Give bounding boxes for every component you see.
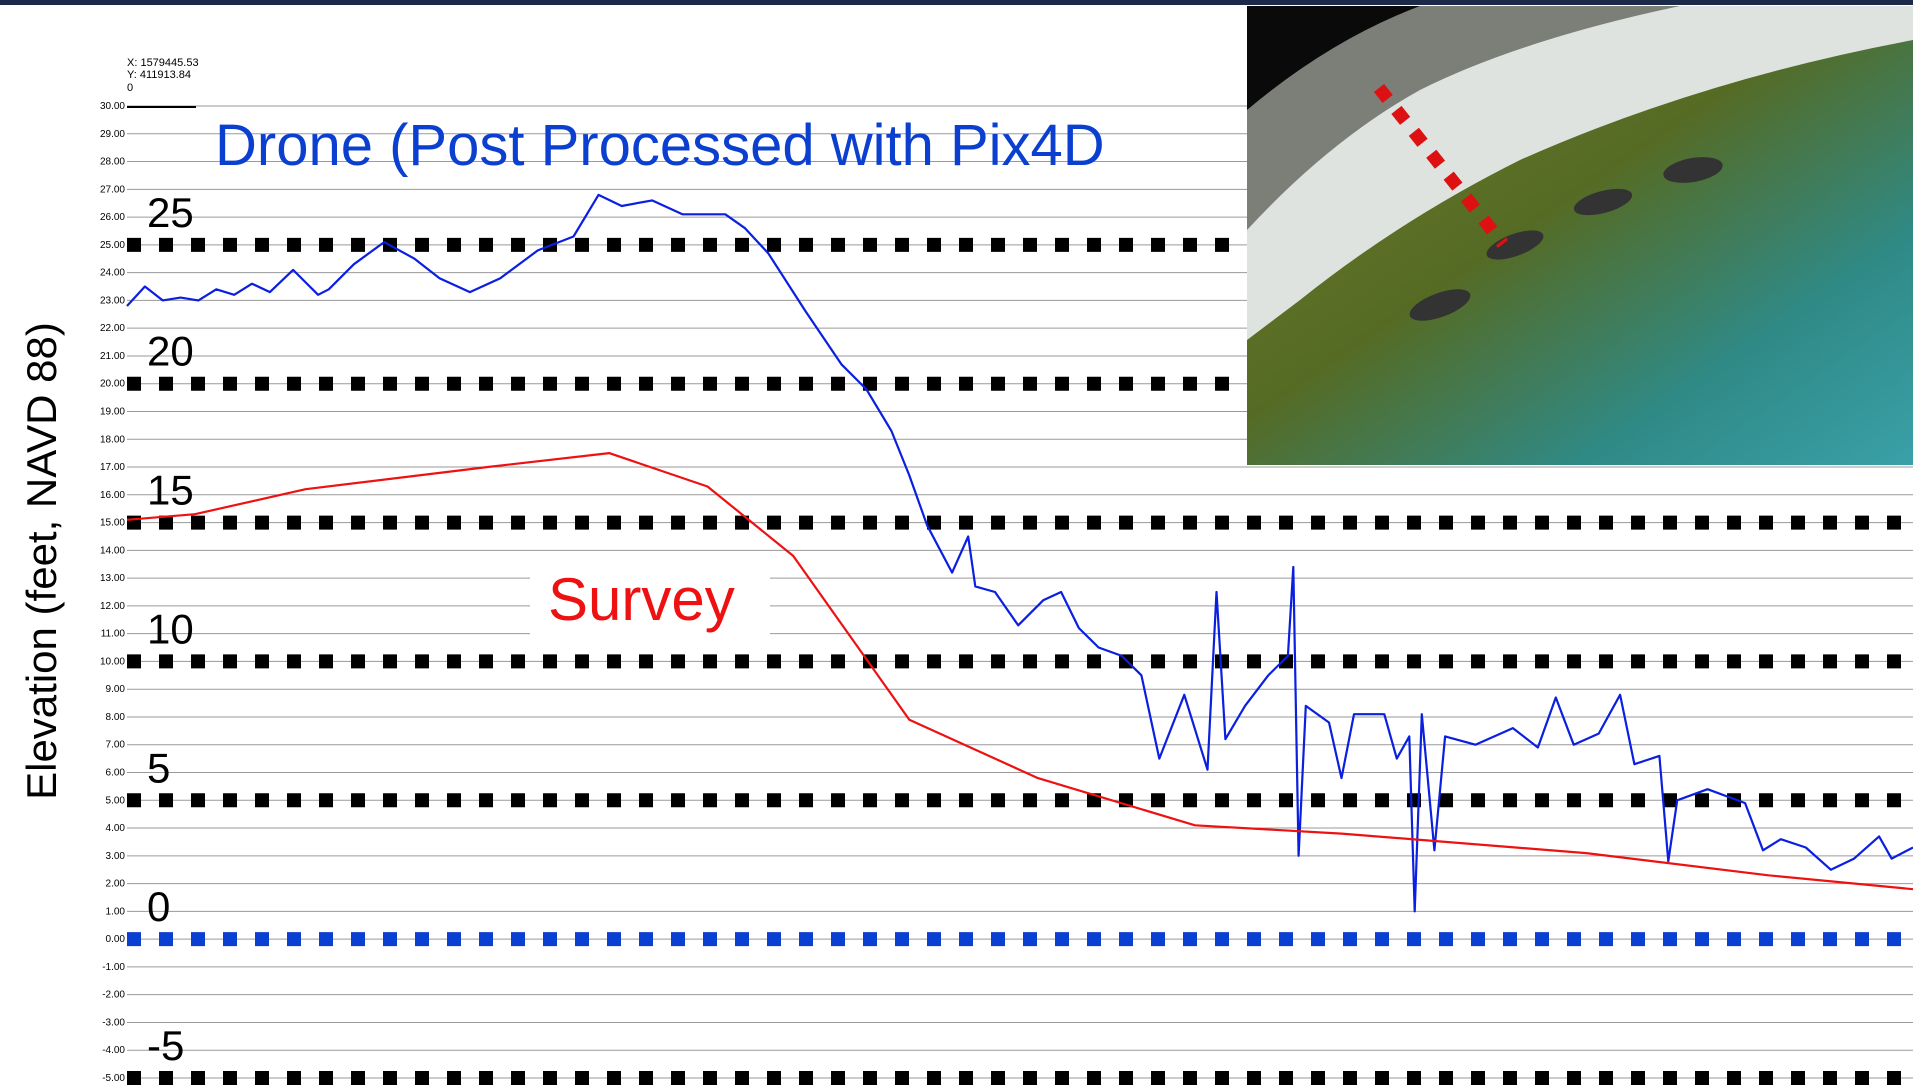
y-tick-label: 15.00: [100, 518, 125, 529]
y-tick-label: 20.00: [100, 379, 125, 390]
y-tick-label: 6.00: [106, 768, 126, 779]
y-tick-label: 23.00: [100, 295, 125, 306]
y-tick-label: 25.00: [100, 240, 125, 251]
y-tick-label: 24.00: [100, 268, 125, 279]
y-tick-label: -1.00: [102, 962, 125, 973]
y-tick-label: 13.00: [100, 573, 125, 584]
y-axis-label: Elevation (feet, NAVD 88): [18, 322, 65, 800]
aerial-photo: [1247, 6, 1913, 465]
major-tick-label: 0: [147, 883, 170, 930]
y-tick-label: 8.00: [106, 712, 126, 723]
y-tick-label: 0.00: [106, 934, 126, 945]
y-tick-label: 1.00: [106, 906, 126, 917]
y-tick-label: 21.00: [100, 351, 125, 362]
y-tick-label: 2.00: [106, 879, 126, 890]
y-tick-label: 4.00: [106, 823, 126, 834]
y-tick-label: 9.00: [106, 684, 126, 695]
y-tick-label: 18.00: [100, 434, 125, 445]
major-tick-label: 10: [147, 605, 194, 652]
cursor-z: 0: [127, 82, 133, 94]
y-tick-label: 26.00: [100, 212, 125, 223]
major-tick-label: 20: [147, 328, 194, 375]
y-tick-label: -3.00: [102, 1017, 125, 1028]
y-tick-label: 12.00: [100, 601, 125, 612]
y-tick-label: 22.00: [100, 323, 125, 334]
y-tick-label: 28.00: [100, 157, 125, 168]
y-tick-label: 11.00: [101, 629, 126, 640]
major-tick-label: 5: [147, 744, 170, 791]
y-tick-label: 14.00: [100, 545, 125, 556]
y-tick-label: 19.00: [100, 406, 125, 417]
y-tick-label: 29.00: [100, 129, 125, 140]
y-tick-label: 16.00: [100, 490, 125, 501]
top-bar: [0, 0, 1913, 5]
drone-label: Drone (Post Processed with Pix4D: [215, 113, 1105, 178]
major-tick-label: -5: [147, 1022, 184, 1069]
y-tick-label: 7.00: [106, 740, 126, 751]
cursor-x: X: 1579445.53: [127, 57, 199, 69]
page: {"chart_data": { "type": "line", "y_labe…: [0, 0, 1913, 1090]
y-tick-label: 5.00: [106, 795, 126, 806]
cursor-y: Y: 411913.84: [127, 69, 191, 81]
y-tick-label: 3.00: [106, 851, 126, 862]
y-tick-label: 27.00: [100, 184, 125, 195]
major-tick-label: 15: [147, 467, 194, 514]
chart: 30.00 29.00 28.00 27.00 26.00 25.00 24.00 23.00…: [0, 0, 1913, 1090]
y-tick-label: 17.00: [100, 462, 125, 473]
y-tick-label: -4.00: [102, 1045, 125, 1056]
y-tick-label: -2.00: [102, 990, 125, 1001]
major-tick-label: 25: [147, 189, 194, 236]
y-tick-label: 10.00: [100, 656, 125, 667]
y-tick-label: -5.00: [102, 1073, 125, 1084]
survey-label: Survey: [548, 566, 735, 633]
y-tick-label: 30.00: [100, 101, 125, 112]
